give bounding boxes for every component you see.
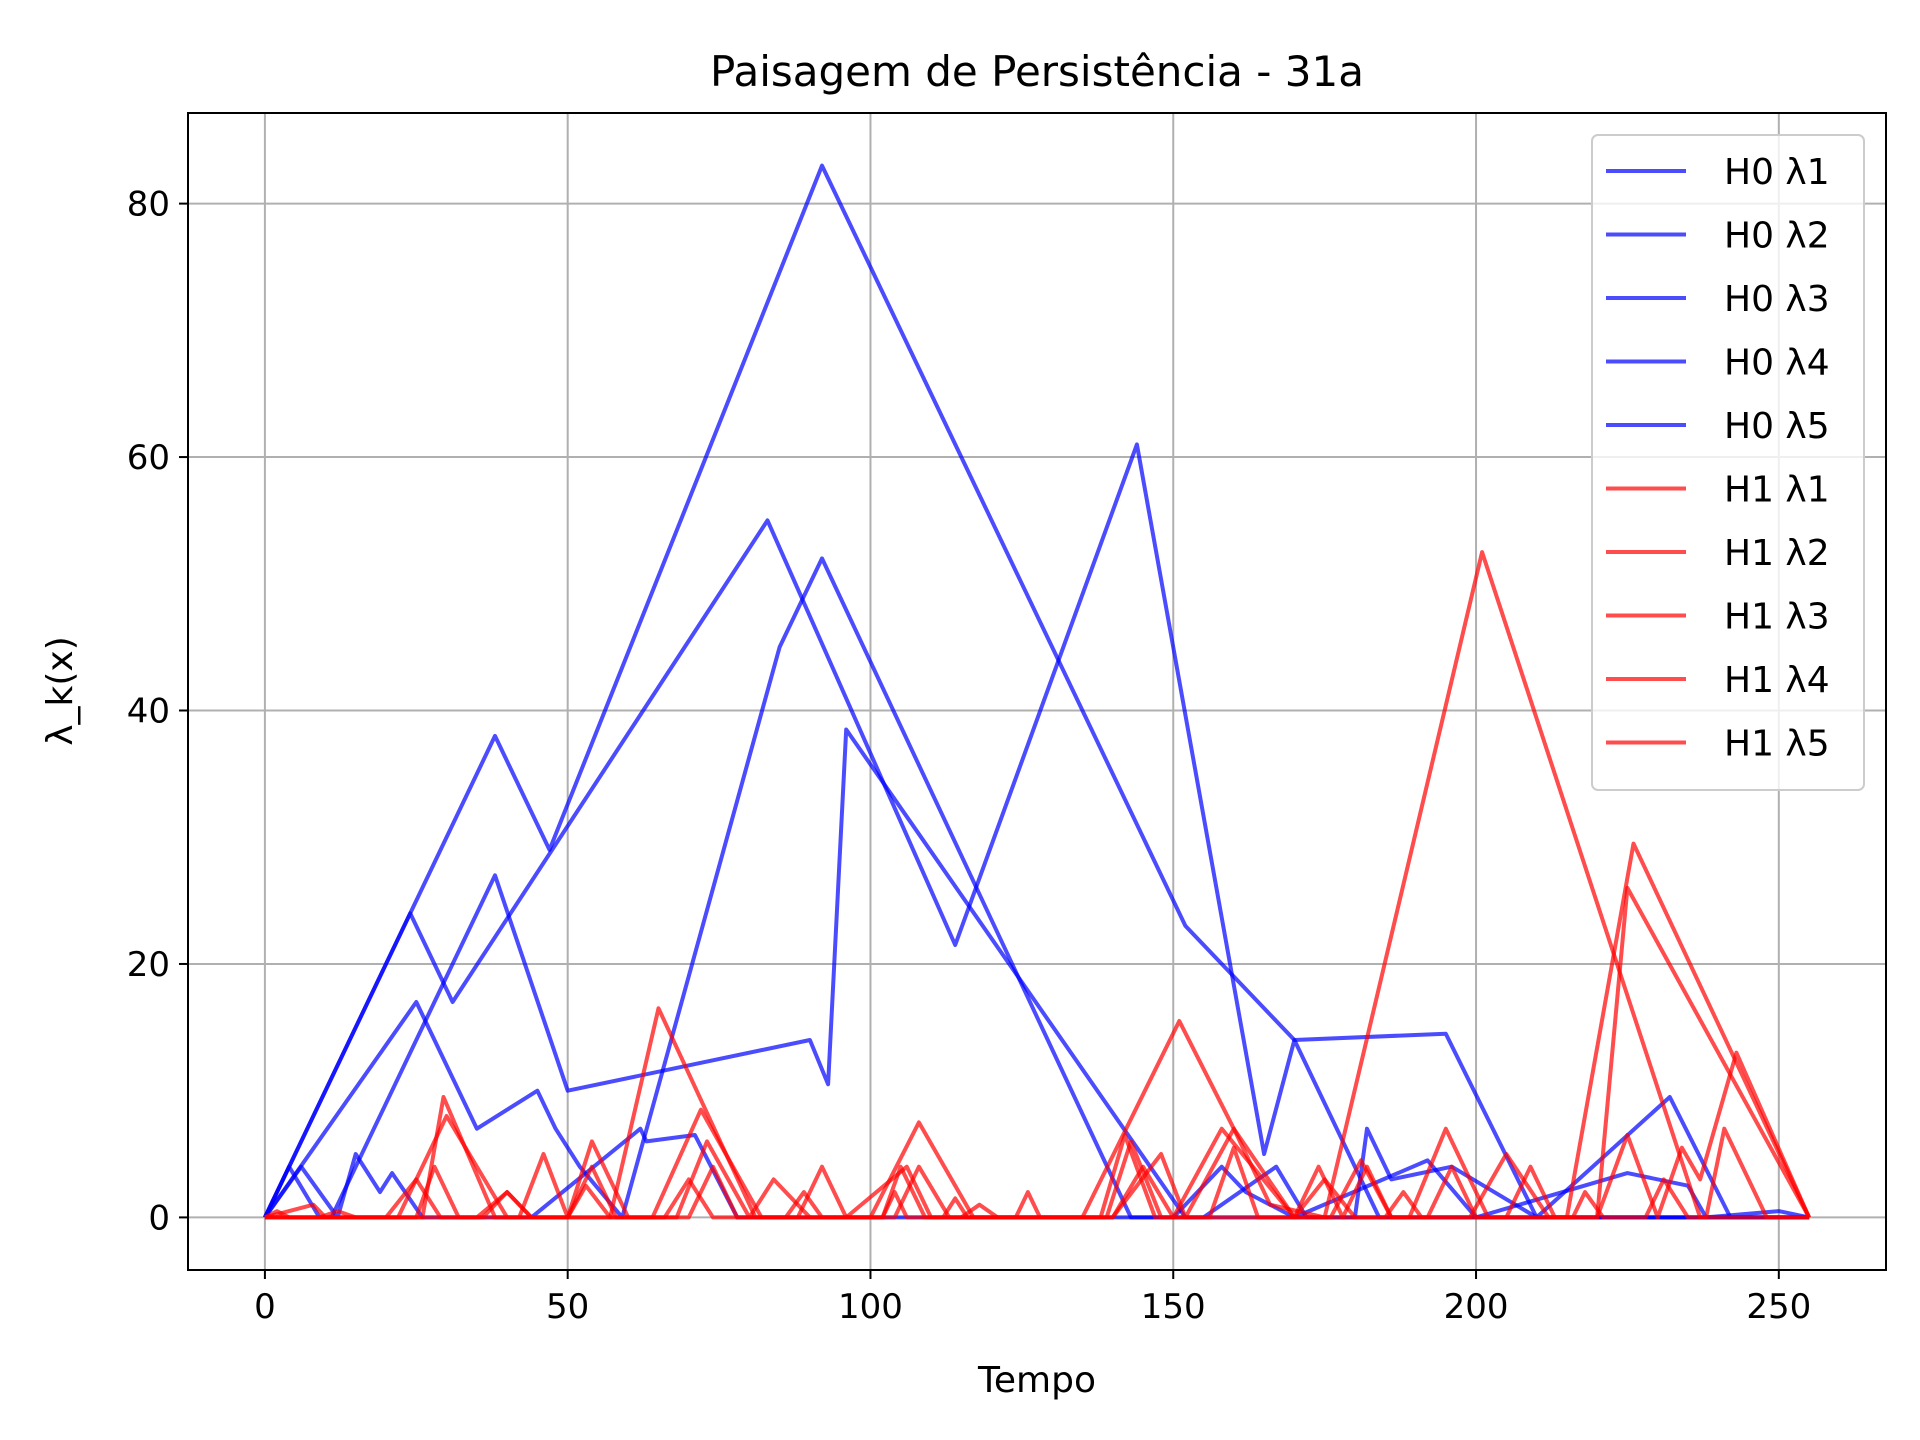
x-tick-label: 0	[254, 1287, 276, 1327]
y-tick-label: 0	[148, 1198, 170, 1238]
y-tick-label: 60	[127, 438, 170, 478]
series-lines	[263, 163, 1811, 1220]
legend-label: H0 λ5	[1724, 406, 1830, 447]
series-line-h1-λ5	[263, 1126, 1810, 1220]
legend-label: H0 λ3	[1724, 279, 1830, 320]
series-line-h1-λ1	[264, 550, 1810, 1220]
legend-label: H0 λ4	[1724, 343, 1830, 384]
x-tick-label: 100	[838, 1287, 903, 1327]
y-tick-label: 80	[127, 185, 170, 225]
chart-title: Paisagem de Persistência - 31a	[710, 47, 1364, 96]
x-tick-label: 200	[1444, 1287, 1509, 1327]
x-tick-label: 150	[1141, 1287, 1206, 1327]
legend-label: H1 λ3	[1724, 597, 1830, 638]
legend-label: H0 λ1	[1724, 152, 1830, 193]
legend-label: H1 λ1	[1724, 470, 1830, 511]
legend-label: H0 λ2	[1724, 216, 1830, 257]
legend-label: H1 λ2	[1724, 533, 1830, 574]
x-tick-label: 50	[546, 1287, 589, 1327]
series-line-h0-λ2	[263, 442, 1810, 1220]
y-tick-label: 40	[127, 692, 170, 732]
x-axis-label: Tempo	[977, 1360, 1096, 1401]
legend-label: H1 λ4	[1724, 660, 1830, 701]
legend-label: H1 λ5	[1724, 724, 1830, 765]
x-tick-label: 250	[1746, 1287, 1811, 1327]
y-tick-label: 20	[127, 945, 170, 985]
plot-area-frame	[187, 112, 1887, 1271]
y-axis-label: λ_k(x)	[40, 636, 81, 746]
series-line-h0-λ3	[263, 727, 1810, 1220]
x-axis-ticks: 0 50 100 150 200 250	[254, 1270, 1811, 1327]
y-axis-ticks: 0 20 40 60 80	[127, 185, 188, 1238]
legend: H0 λ1 H0 λ2 H0 λ3 H0 λ4 H0 λ5 H1 λ1 H1 λ2 H1 λ3…	[1591, 134, 1865, 791]
